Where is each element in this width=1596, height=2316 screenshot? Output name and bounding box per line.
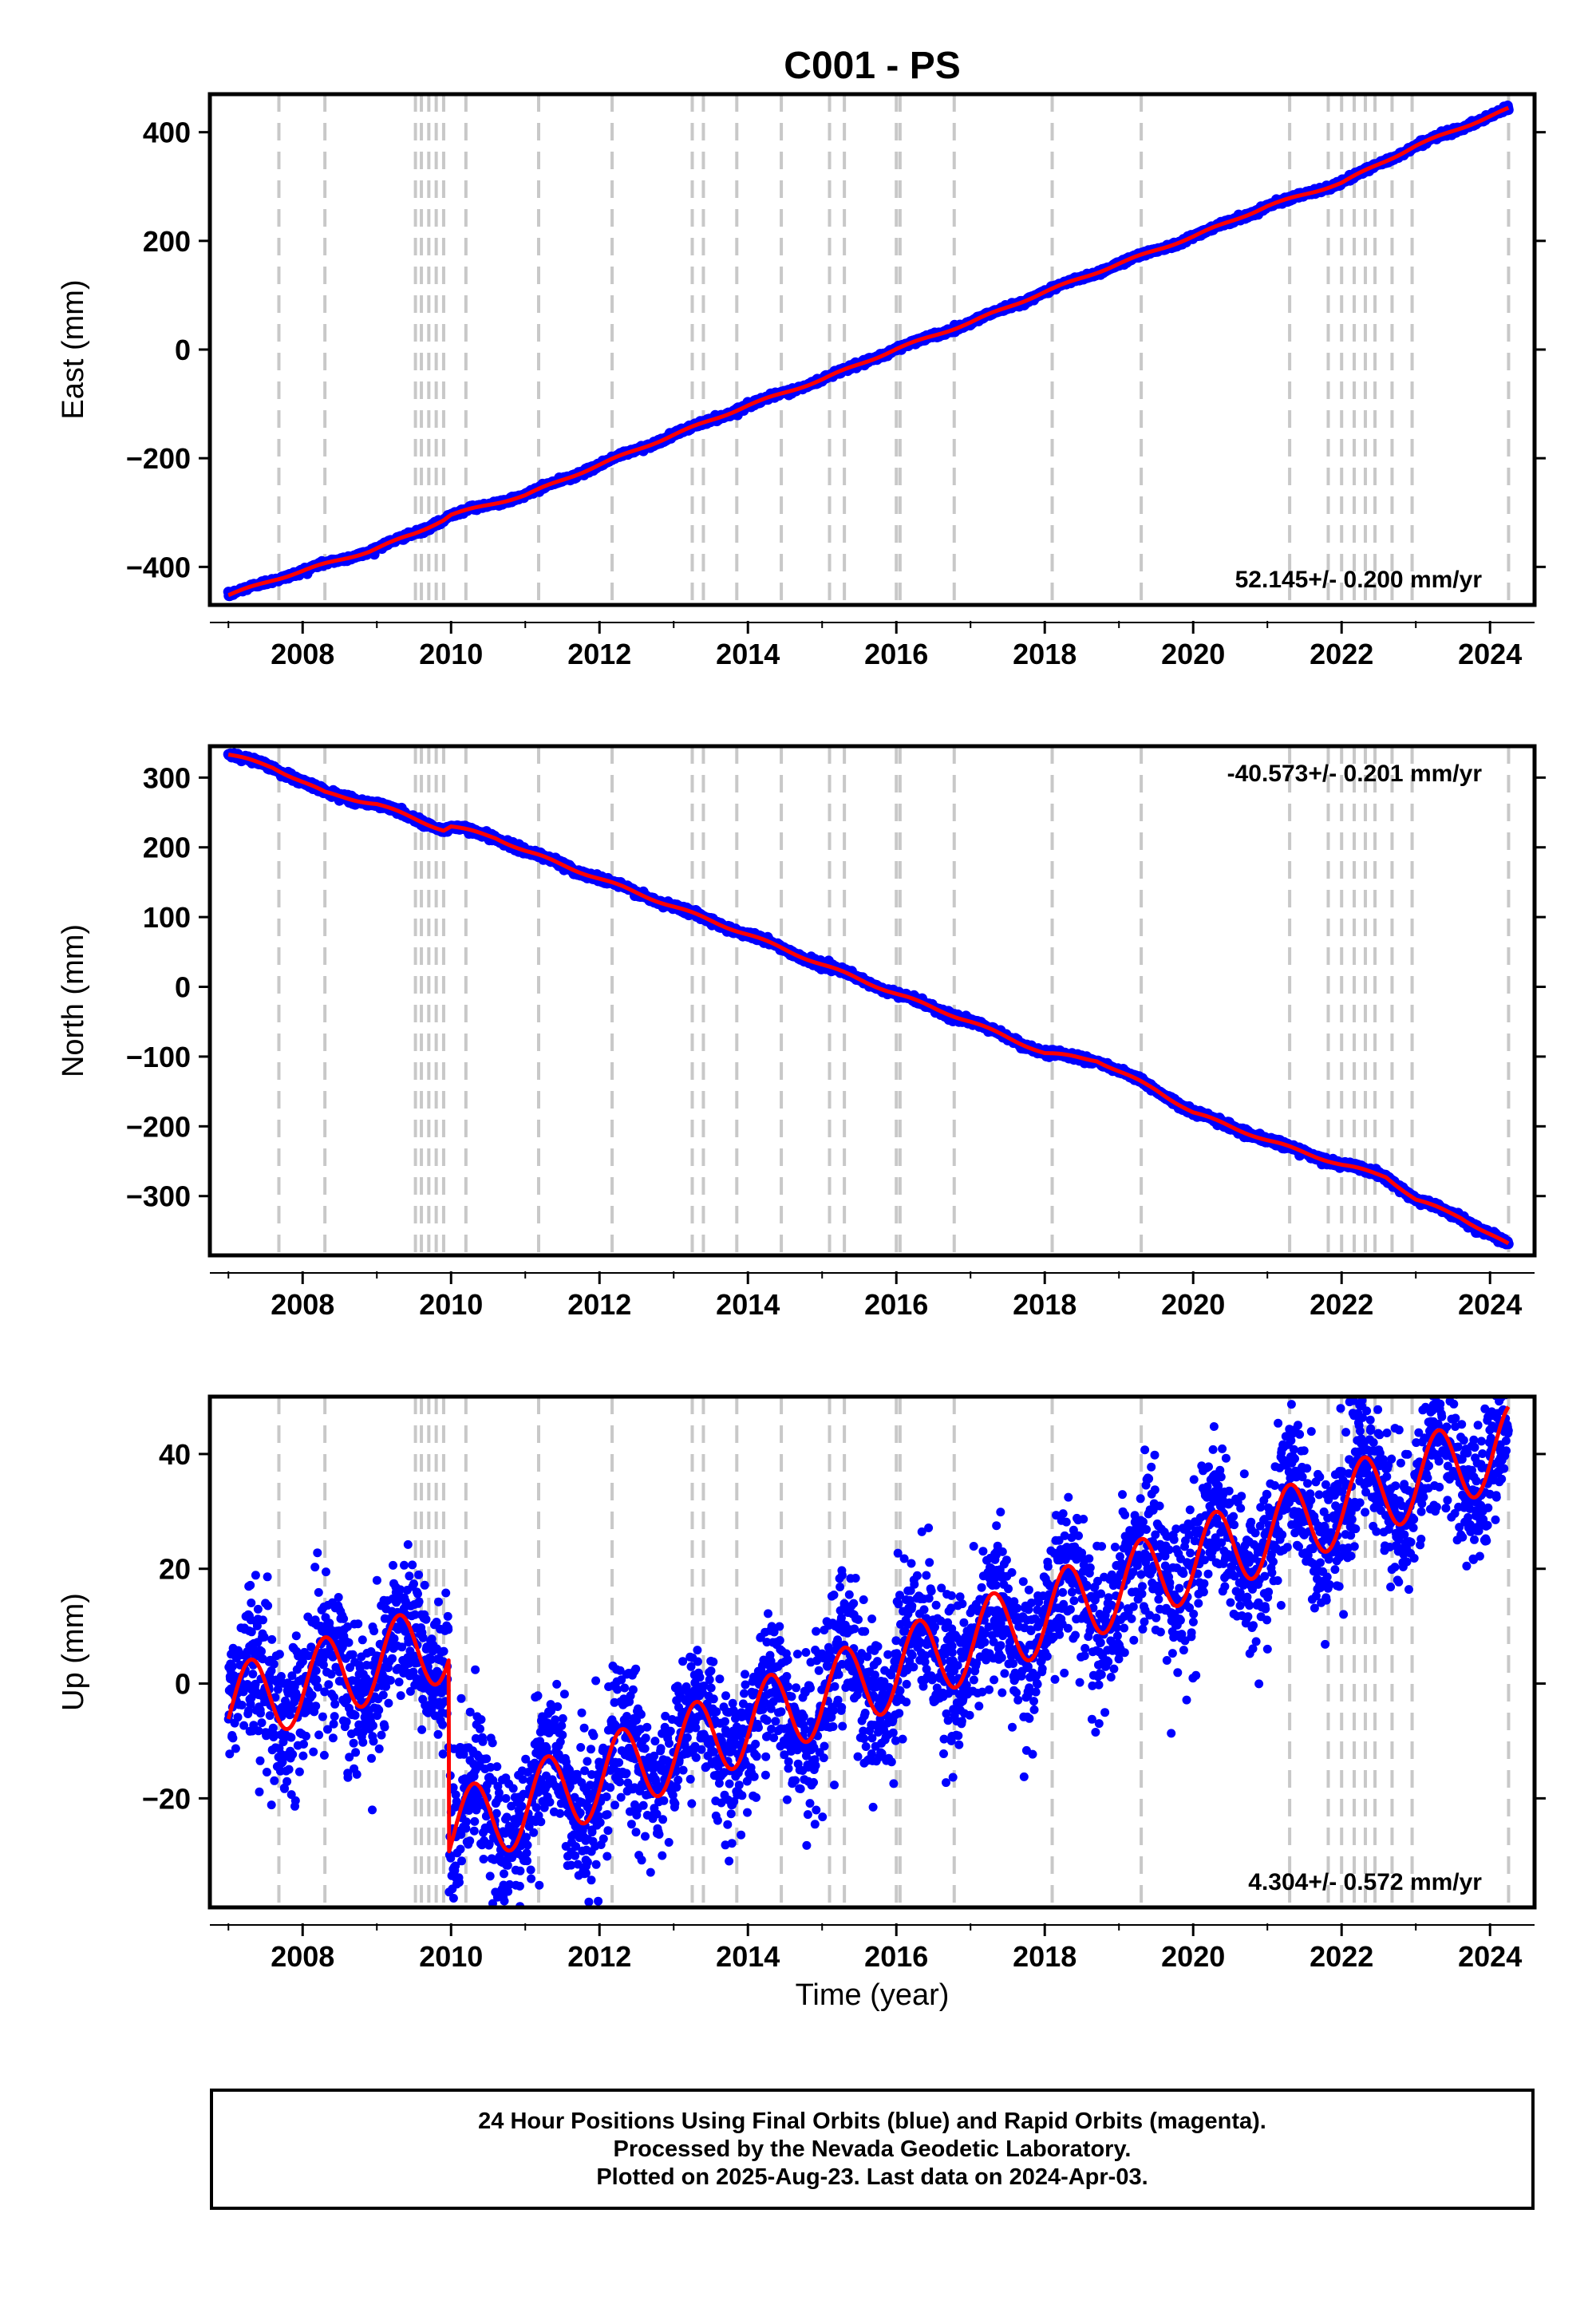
y-tick-label: 400 xyxy=(143,117,191,149)
north-panel: 2008 2010 2012 2014 2016 2018 2020 2022 2024−300… xyxy=(57,744,1546,1321)
x-tick-label: 2016 xyxy=(864,638,928,670)
plot-area xyxy=(223,746,1514,1255)
x-tick-label: 2010 xyxy=(419,638,483,670)
x-tick-label: 2022 xyxy=(1310,638,1373,670)
x-tick-label: 2018 xyxy=(1013,638,1077,670)
x-tick-label: 2008 xyxy=(271,638,334,670)
y-tick-label: −200 xyxy=(126,442,191,475)
figure-title: C001 - PS xyxy=(784,45,960,87)
daily-positions-series xyxy=(223,748,1514,1250)
y-tick-label: −400 xyxy=(126,551,191,583)
y-tick-label: 0 xyxy=(175,334,191,366)
x-tick-label: 2012 xyxy=(567,638,631,670)
x-tick-label: 2020 xyxy=(1161,638,1225,670)
x-tick-label: 2024 xyxy=(1458,638,1522,670)
daily-positions-series xyxy=(223,101,1514,602)
east-panel: 2008 2010 2012 2014 2016 2018 2020 2022 2024 −400… xyxy=(57,92,1546,670)
x-tick-label: 2014 xyxy=(716,638,780,670)
plot-area xyxy=(223,94,1514,605)
y-tick-label: 200 xyxy=(143,225,191,258)
y-axis-label: East (mm) xyxy=(57,279,90,419)
velocity-annotation: 52.145+/- 0.200 mm/yr xyxy=(1235,567,1483,593)
